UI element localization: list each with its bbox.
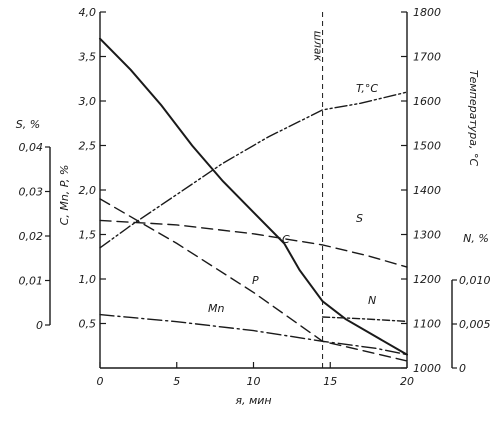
n-tick-label: 0,010: [459, 274, 491, 287]
series-line-p: [99, 198, 408, 362]
main-y-tick-label: 2,0: [79, 184, 97, 197]
s-tick-label: 0,04: [19, 141, 44, 154]
temperature-tick-label: 1200: [413, 273, 441, 286]
main-y-tick-label: 0,5: [79, 318, 97, 331]
x-tick-label: 5: [173, 375, 180, 388]
main-y-tick-label: 2,5: [79, 140, 97, 153]
temperature-tick-label: 1500: [413, 140, 441, 153]
series-line-s: [99, 219, 408, 268]
x-tick-label: 10: [247, 375, 261, 388]
temperature-tick-label: 1600: [413, 95, 441, 108]
axes-layer: [49, 12, 453, 369]
n-axis-label: N, %: [463, 232, 489, 245]
slag-marker-label: шлак: [312, 31, 325, 62]
main-y-tick-label: 4,0: [79, 6, 97, 19]
series-label-mn: Mn: [208, 302, 224, 315]
main-y-axis-label: C, Mn, P, %: [58, 165, 71, 226]
temperature-tick-label: 1100: [413, 318, 441, 331]
series-line-c: [99, 37, 408, 356]
series-label-c: C: [282, 233, 290, 246]
s-tick-label: 0,02: [19, 230, 44, 243]
temperature-tick-label: 1400: [413, 184, 441, 197]
temperature-axis-label: Температура, °C: [467, 70, 480, 167]
n-tick-label: 0: [459, 362, 466, 375]
x-tick-label: 15: [323, 375, 337, 388]
temperature-tick-label: 1700: [413, 51, 441, 64]
n-tick-label: 0,005: [459, 318, 491, 331]
x-tick-label: 0: [97, 375, 104, 388]
series-layer: [99, 37, 408, 362]
ticks-layer: 0 5 10 15 20 0,5 1,0 1,5 2,0 2,5 3,0 3,5 4,0 1000 1100…: [19, 6, 491, 388]
series-label-s: S: [356, 212, 363, 225]
s-tick-label: 0,01: [19, 275, 44, 288]
temperature-tick-label: 1300: [413, 229, 441, 242]
series-line-tc: [99, 91, 408, 249]
x-tick-label: 20: [400, 375, 414, 388]
main-y-tick-label: 3,5: [79, 51, 97, 64]
x-axis-label: я, мин: [235, 394, 271, 407]
s-tick-label: 0,03: [19, 186, 44, 199]
series-line-mn: [99, 313, 408, 356]
series-line-n: [321, 316, 408, 323]
labels-layer: я, мин S, % C, Mn, P, % Температура, °C N, %…: [16, 12, 489, 407]
temperature-tick-label: 1800: [413, 6, 441, 19]
series-label-n: N: [368, 294, 376, 307]
series-label-tc: T,°C: [356, 82, 378, 95]
temperature-tick-label: 1000: [413, 362, 441, 375]
s-axis-label: S, %: [16, 118, 40, 131]
main-y-tick-label: 3,0: [79, 95, 97, 108]
main-y-tick-label: 1,0: [79, 273, 97, 286]
series-label-p: P: [252, 274, 259, 287]
main-y-tick-label: 1,5: [79, 229, 97, 242]
s-tick-label: 0: [36, 319, 43, 332]
